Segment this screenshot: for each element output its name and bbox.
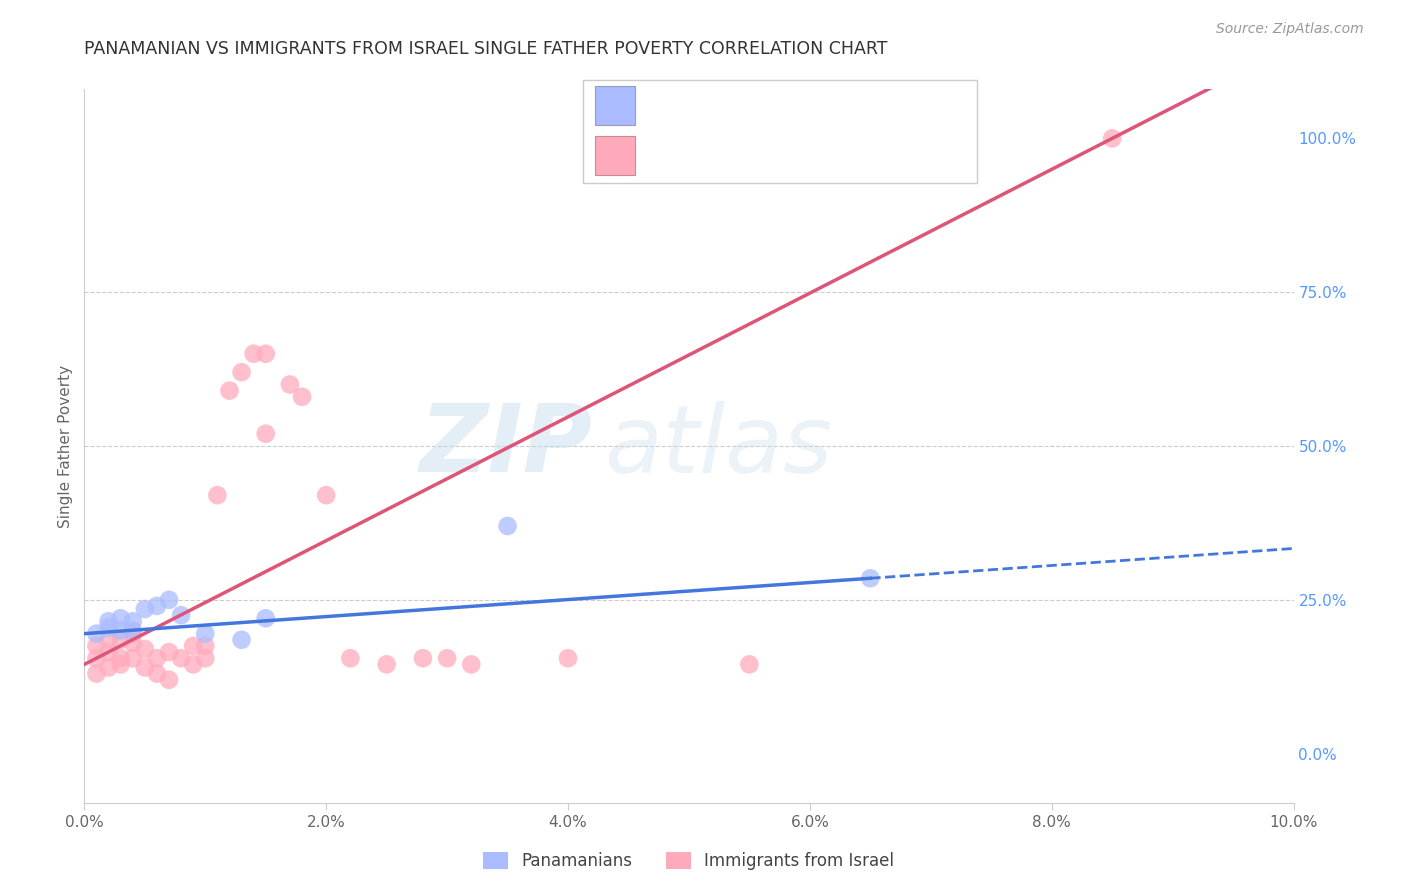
Point — [86, 639, 108, 653]
Point — [134, 602, 156, 616]
Point — [242, 347, 264, 361]
Point — [170, 651, 193, 665]
Point — [110, 611, 132, 625]
Point — [146, 666, 169, 681]
Text: R =: R = — [647, 146, 686, 164]
Point — [110, 657, 132, 672]
Text: N =: N = — [804, 146, 844, 164]
Point — [181, 639, 204, 653]
Point — [146, 599, 169, 613]
Point — [278, 377, 301, 392]
Text: 40: 40 — [859, 145, 886, 165]
Point — [97, 660, 120, 674]
Text: N =: N = — [804, 97, 844, 115]
Point — [134, 642, 156, 657]
Point — [194, 651, 217, 665]
Legend: Panamanians, Immigrants from Israel: Panamanians, Immigrants from Israel — [477, 845, 901, 877]
Point — [86, 626, 108, 640]
Text: atlas: atlas — [605, 401, 832, 491]
Point — [97, 645, 120, 659]
Text: 0.293: 0.293 — [702, 96, 763, 115]
Point — [218, 384, 240, 398]
FancyBboxPatch shape — [583, 80, 977, 183]
Point — [557, 651, 579, 665]
Point — [86, 651, 108, 665]
Text: 16: 16 — [859, 96, 886, 115]
Point — [460, 657, 482, 672]
Text: Source: ZipAtlas.com: Source: ZipAtlas.com — [1216, 21, 1364, 36]
Point — [157, 673, 180, 687]
Point — [738, 657, 761, 672]
Point — [121, 626, 143, 640]
Point — [97, 632, 120, 647]
Point — [97, 615, 120, 629]
Point — [412, 651, 434, 665]
Point — [170, 608, 193, 623]
Text: R =: R = — [647, 97, 686, 115]
Point — [157, 645, 180, 659]
Point — [254, 347, 277, 361]
Y-axis label: Single Father Poverty: Single Father Poverty — [58, 365, 73, 527]
Point — [207, 488, 229, 502]
Point — [121, 624, 143, 638]
Point — [375, 657, 398, 672]
Point — [121, 615, 143, 629]
Point — [231, 632, 253, 647]
Point — [1101, 131, 1123, 145]
Point — [110, 632, 132, 647]
Point — [110, 651, 132, 665]
Point — [121, 636, 143, 650]
Text: PANAMANIAN VS IMMIGRANTS FROM ISRAEL SINGLE FATHER POVERTY CORRELATION CHART: PANAMANIAN VS IMMIGRANTS FROM ISRAEL SIN… — [84, 40, 887, 58]
Point — [194, 626, 217, 640]
Text: ZIP: ZIP — [419, 400, 592, 492]
Point — [231, 365, 253, 379]
Point — [97, 620, 120, 634]
Point — [291, 390, 314, 404]
Point — [254, 611, 277, 625]
Point — [121, 651, 143, 665]
Point — [315, 488, 337, 502]
Point — [110, 624, 132, 638]
Point — [181, 657, 204, 672]
Point — [254, 426, 277, 441]
Point — [146, 651, 169, 665]
Point — [86, 666, 108, 681]
Point — [339, 651, 361, 665]
Point — [436, 651, 458, 665]
Bar — [595, 87, 634, 126]
Point — [194, 639, 217, 653]
Point — [134, 660, 156, 674]
Text: 0.640: 0.640 — [702, 145, 763, 165]
Point — [859, 571, 882, 585]
Bar — [595, 136, 634, 175]
Point — [157, 592, 180, 607]
Point — [496, 519, 519, 533]
